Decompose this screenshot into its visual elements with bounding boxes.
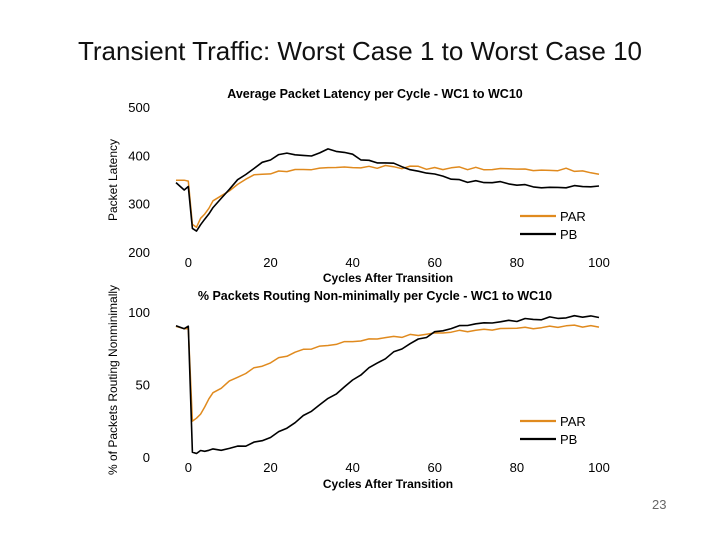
axes: 200 300 400 500 0 20 40 60 80 100 (128, 100, 610, 270)
series-lines (175, 314, 600, 455)
legend-label-pb: PB (560, 432, 577, 447)
legend-label-par: PAR (560, 209, 586, 224)
x-tick-label: 40 (345, 255, 359, 270)
y-axis-label: Packet Latency (106, 139, 120, 221)
chart-title: Average Packet Latency per Cycle - WC1 t… (227, 87, 523, 101)
y-tick-label: 500 (128, 100, 150, 115)
nonminimal-routing-chart: % Packets Routing Non-minimally per Cycl… (106, 285, 610, 491)
legend-label-par: PAR (560, 414, 586, 429)
x-axis-label: Cycles After Transition (323, 271, 453, 285)
legend: PAR PB (520, 209, 586, 242)
series-line-pb (175, 148, 600, 232)
x-tick-label: 20 (263, 460, 277, 475)
y-tick-label: 0 (143, 450, 150, 465)
slide-number: 23 (652, 497, 667, 512)
y-tick-label: 200 (128, 245, 150, 260)
x-tick-label: 40 (345, 460, 359, 475)
x-tick-label: 80 (510, 460, 524, 475)
x-tick-label: 0 (185, 255, 192, 270)
series-line-par (175, 164, 600, 228)
x-tick-label: 60 (427, 255, 441, 270)
series-lines (175, 148, 600, 232)
axes: 0 50 100 0 20 40 60 80 100 (128, 305, 610, 475)
x-axis-label: Cycles After Transition (323, 477, 453, 491)
y-tick-label: 300 (128, 197, 150, 212)
y-axis-label: % of Packets Routing Nonminimally (106, 285, 120, 475)
series-line-pb (175, 314, 600, 455)
x-tick-label: 80 (510, 255, 524, 270)
x-tick-label: 20 (263, 255, 277, 270)
x-tick-label: 100 (588, 255, 610, 270)
slide-title: Transient Traffic: Worst Case 1 to Worst… (77, 36, 643, 66)
series-line-par (175, 324, 600, 422)
x-tick-label: 100 (588, 460, 610, 475)
legend-label-pb: PB (560, 227, 577, 242)
x-tick-label: 0 (185, 460, 192, 475)
latency-chart: Average Packet Latency per Cycle - WC1 t… (106, 87, 610, 285)
chart-title: % Packets Routing Non-minimally per Cycl… (198, 289, 552, 303)
legend: PAR PB (520, 414, 586, 447)
y-tick-label: 100 (128, 305, 150, 320)
y-tick-label: 50 (136, 378, 150, 393)
y-tick-label: 400 (128, 148, 150, 163)
x-tick-label: 60 (427, 460, 441, 475)
